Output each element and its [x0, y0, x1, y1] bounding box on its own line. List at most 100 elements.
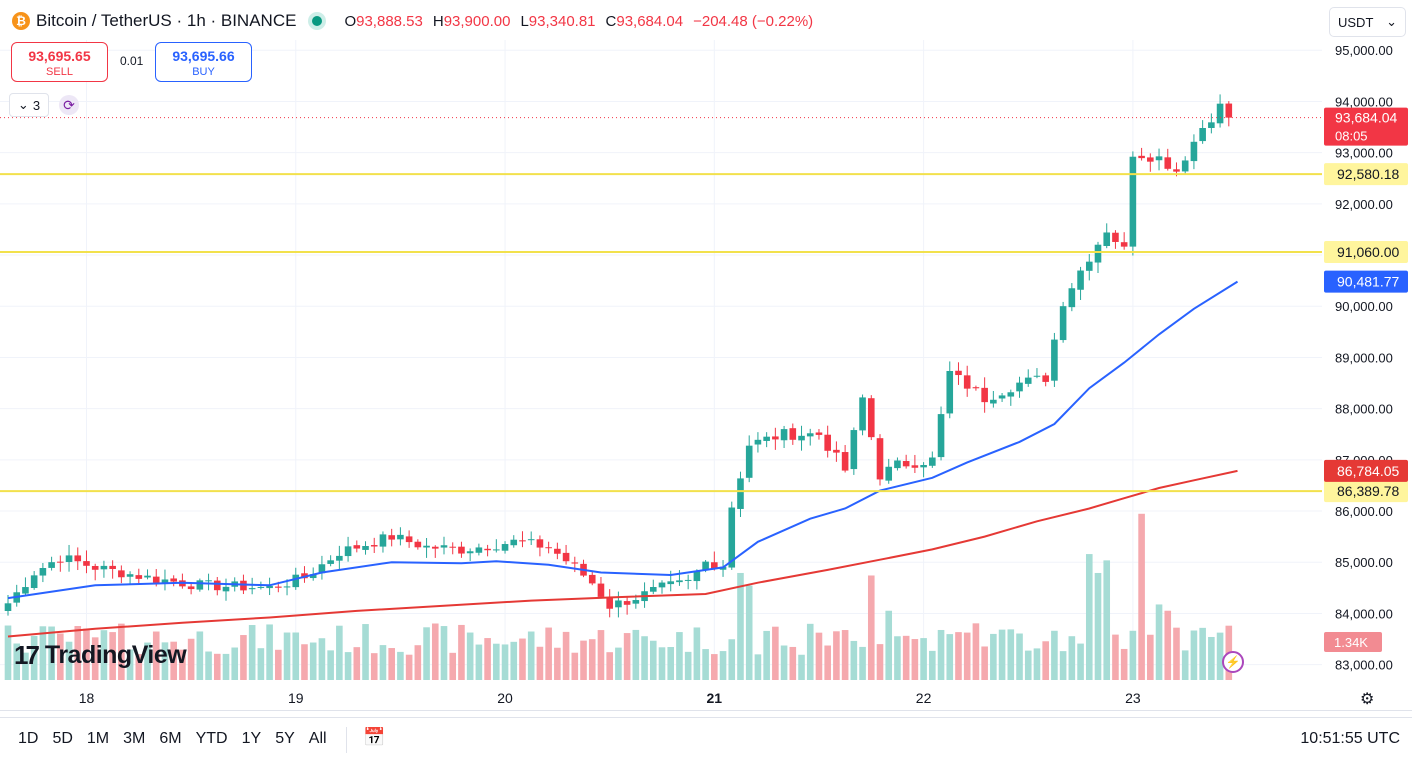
candle-body	[693, 570, 701, 582]
candle-body	[22, 587, 29, 594]
volume-bar	[867, 575, 875, 680]
volume-bar	[179, 649, 186, 680]
candle-body	[1016, 382, 1023, 392]
volume-bar	[466, 632, 474, 680]
candle-body	[571, 562, 579, 564]
candle-body	[187, 586, 195, 590]
y-tick-label: 90,000.00	[1335, 299, 1393, 314]
buy-label: BUY	[192, 66, 215, 78]
candle-body	[963, 375, 971, 389]
period-button-5y[interactable]: 5Y	[275, 730, 295, 747]
candle-body	[1190, 141, 1198, 162]
volume-bar	[318, 638, 326, 680]
candle-body	[266, 585, 273, 589]
volume-bar	[562, 631, 570, 680]
indicator-count: 3	[32, 97, 41, 113]
candle-body	[763, 436, 770, 441]
bitcoin-icon: ₿	[12, 12, 30, 30]
volume-bar	[981, 646, 988, 680]
candle-body	[344, 546, 352, 557]
period-button-1d[interactable]: 1D	[18, 730, 39, 747]
volume-bar	[623, 633, 631, 680]
period-button-all[interactable]: All	[308, 730, 327, 747]
sell-label: SELL	[46, 66, 73, 78]
volume-bar	[257, 648, 265, 680]
candle-body	[885, 466, 893, 481]
candle-body	[789, 428, 797, 440]
volume-bar	[763, 630, 770, 680]
volume-bar	[920, 638, 927, 680]
volume-bar	[1120, 648, 1128, 680]
period-button-5d[interactable]: 5D	[52, 730, 73, 747]
volume-bar	[248, 625, 256, 680]
candle-body	[170, 578, 177, 582]
volume-bar	[841, 630, 849, 680]
period-button-ytd[interactable]: YTD	[195, 730, 228, 747]
candle-body	[937, 414, 945, 458]
utc-clock[interactable]: 10:51:55 UTC	[1300, 730, 1400, 747]
candle-body	[850, 430, 858, 470]
settings-icon[interactable]: ⚙	[1360, 691, 1375, 708]
volume-bar	[301, 644, 308, 680]
candle-body	[4, 603, 12, 611]
candle-body	[946, 370, 954, 414]
volume-bar	[65, 641, 73, 680]
candle-body	[91, 565, 99, 570]
buy-button[interactable]: 93,695.66 BUY	[155, 42, 252, 82]
candle-body	[815, 432, 823, 435]
volume-bar	[833, 631, 840, 680]
open-value: 93,888.53	[356, 12, 423, 30]
ma-slow-price-tag: 86,784.05	[1337, 463, 1399, 479]
symbol-title[interactable]: Bitcoin / TetherUS · 1h · BINANCE	[36, 11, 297, 30]
volume-bar	[711, 654, 718, 680]
refresh-icon[interactable]: ⟳	[59, 95, 79, 115]
indicators-toggle[interactable]: ⌄ 3	[9, 93, 49, 117]
x-tick-label: 23	[1125, 690, 1141, 706]
candle-body	[1033, 375, 1041, 377]
candle-body	[414, 541, 422, 548]
volume-bar	[571, 652, 579, 680]
candle-body	[1051, 339, 1058, 381]
volume-bar	[1007, 629, 1015, 680]
volume-bar	[719, 651, 727, 680]
period-button-6m[interactable]: 6M	[159, 730, 182, 747]
sell-button[interactable]: 93,695.65 SELL	[11, 42, 108, 82]
buy-price: 93,695.66	[172, 48, 235, 64]
ma-fast-line	[7, 280, 1239, 600]
candle-body	[83, 561, 90, 566]
volume-bar	[1173, 627, 1180, 680]
volume-bar	[1112, 634, 1119, 680]
volume-bar	[1077, 643, 1084, 680]
lightning-icon[interactable]: ⚡	[1222, 651, 1244, 673]
volume-bar	[118, 623, 125, 680]
volume-bar	[850, 640, 858, 680]
candle-body	[440, 545, 448, 548]
volume-bar	[876, 644, 884, 680]
volume-bar	[554, 647, 561, 680]
open-label: O	[344, 12, 357, 30]
candle-body	[449, 546, 457, 548]
tradingview-logo[interactable]: 17 TradingView	[14, 640, 187, 671]
candle-body	[388, 535, 395, 540]
candle-body	[353, 545, 361, 549]
volume-bar	[772, 626, 779, 680]
candle-body	[998, 395, 1006, 399]
level-price-tag-bg	[1324, 240, 1408, 263]
candle-body	[554, 548, 561, 554]
period-button-1m[interactable]: 1M	[86, 730, 110, 747]
period-button-1y[interactable]: 1Y	[241, 730, 262, 747]
calendar-goto-icon[interactable]: 📅	[363, 727, 386, 747]
period-button-3m[interactable]: 3M	[123, 730, 146, 747]
candle-body	[1042, 375, 1049, 382]
volume-bar	[806, 623, 814, 680]
currency-select[interactable]: USDT ⌄	[1329, 7, 1406, 37]
candle-body	[362, 546, 369, 550]
candle-body	[275, 586, 282, 588]
candle-body	[39, 567, 47, 576]
candle-body	[74, 555, 82, 562]
volume-bar	[231, 647, 239, 680]
y-tick-label: 86,000.00	[1335, 504, 1393, 519]
volume-bar	[1033, 648, 1041, 680]
candle-body	[588, 574, 596, 584]
